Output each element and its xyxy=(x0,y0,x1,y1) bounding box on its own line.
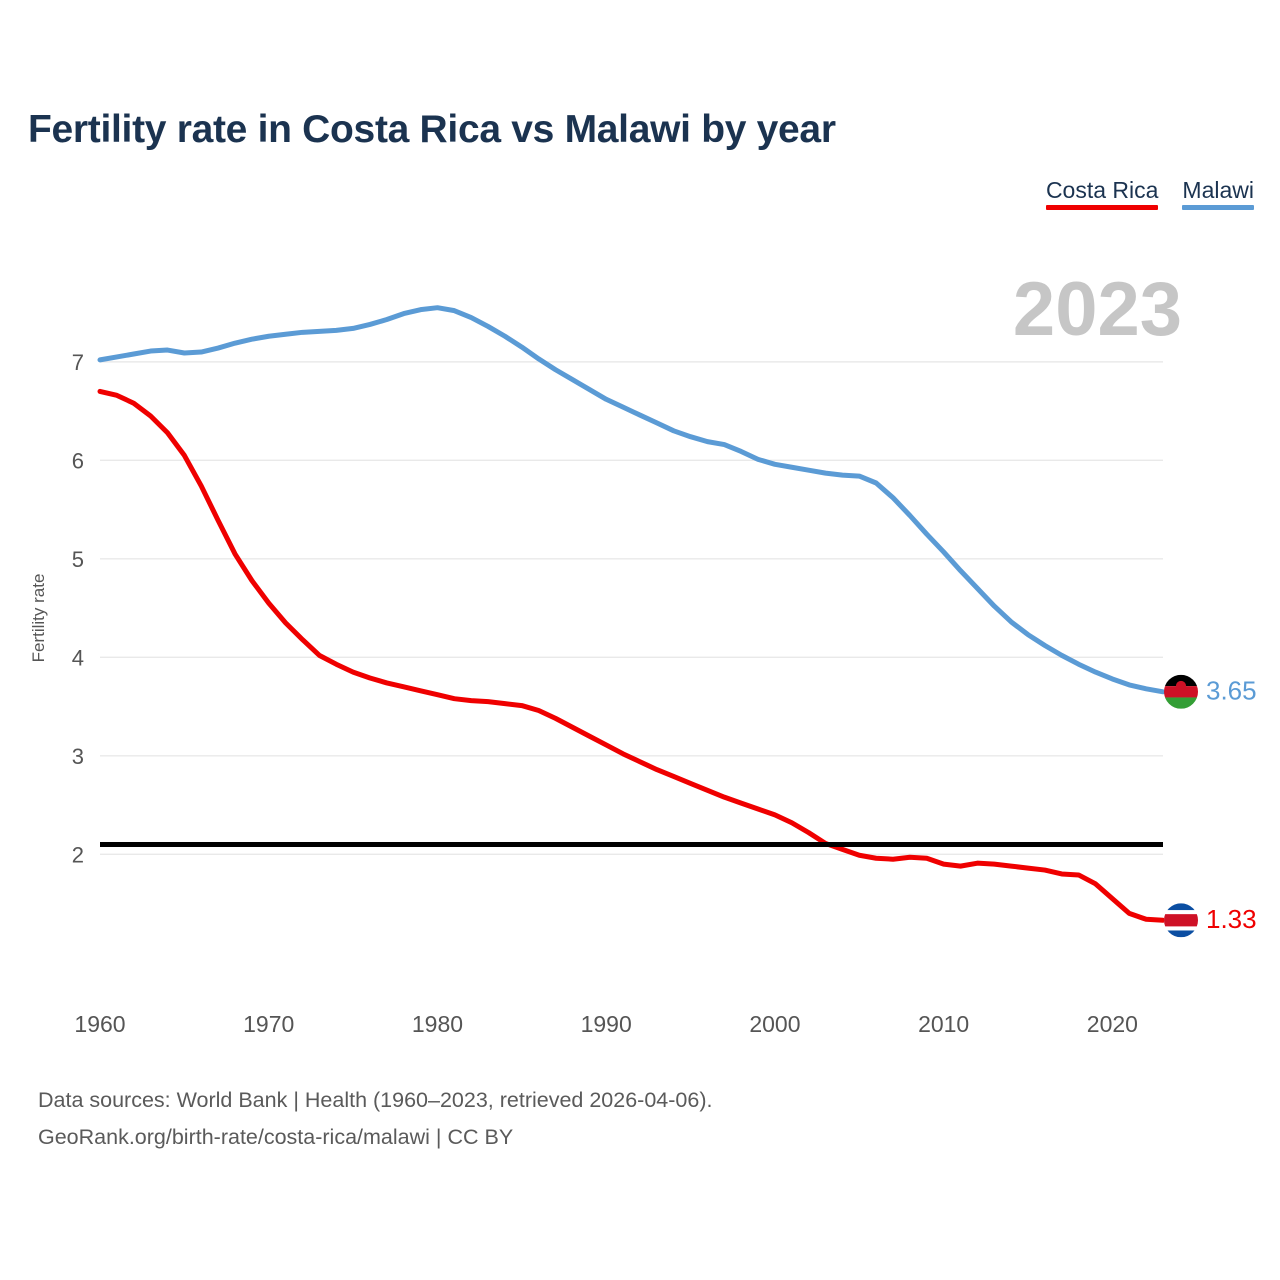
x-tick-label-1980: 1980 xyxy=(412,1011,463,1037)
costa-rica-flag-icon xyxy=(1164,903,1198,938)
malawi-flag-icon xyxy=(1164,674,1198,709)
footer-line-1: Data sources: World Bank | Health (1960–… xyxy=(38,1088,713,1112)
malawi-endpoint-value: 3.65 xyxy=(1206,676,1257,706)
gridlines-group xyxy=(100,361,1163,855)
x-tick-label-1960: 1960 xyxy=(74,1011,125,1037)
legend-color-swatch-costa-rica xyxy=(1045,205,1159,211)
chart-legend: Costa Rica Malawi xyxy=(1045,177,1254,211)
costa-rica-endpoint-value: 1.33 xyxy=(1206,904,1257,934)
y-axis-ticks: 2 3 4 5 6 7 xyxy=(72,350,84,867)
x-axis-ticks: 1960 1970 1980 1990 2000 2010 2020 xyxy=(74,1011,1138,1037)
y-tick-label-5: 5 xyxy=(72,547,84,572)
y-tick-label-4: 4 xyxy=(72,645,84,670)
y-tick-label-3: 3 xyxy=(72,744,84,769)
footer-line-2: GeoRank.org/birth-rate/costa-rica/malawi… xyxy=(38,1124,514,1149)
legend-item-malawi[interactable]: Malawi xyxy=(1182,177,1254,211)
x-tick-label-1970: 1970 xyxy=(243,1011,294,1037)
footer-sources: Data sources: World Bank | Health (1960–… xyxy=(38,1082,712,1156)
legend-label-malawi: Malawi xyxy=(1182,177,1254,203)
x-tick-label-2020: 2020 xyxy=(1087,1011,1138,1037)
series-group xyxy=(97,305,1166,923)
x-tick-label-2010: 2010 xyxy=(918,1011,969,1037)
y-tick-label-2: 2 xyxy=(72,842,84,867)
series-line-malawi xyxy=(97,305,1166,695)
x-tick-label-2000: 2000 xyxy=(749,1011,800,1037)
legend-item-costa-rica[interactable]: Costa Rica xyxy=(1045,177,1159,211)
page-title: Fertility rate in Costa Rica vs Malawi b… xyxy=(28,108,836,151)
y-axis-title: Fertility rate xyxy=(29,574,48,663)
series-line-costa-rica xyxy=(97,388,1166,923)
year-watermark: 2023 xyxy=(1012,267,1182,352)
legend-label-costa-rica: Costa Rica xyxy=(1045,177,1159,203)
legend-color-swatch-malawi xyxy=(1182,205,1254,211)
x-tick-label-1990: 1990 xyxy=(581,1011,632,1037)
y-tick-label-6: 6 xyxy=(72,448,84,473)
endpoint-markers-group: 1.33 3.65 xyxy=(1164,674,1257,938)
y-tick-label-7: 7 xyxy=(72,350,84,375)
